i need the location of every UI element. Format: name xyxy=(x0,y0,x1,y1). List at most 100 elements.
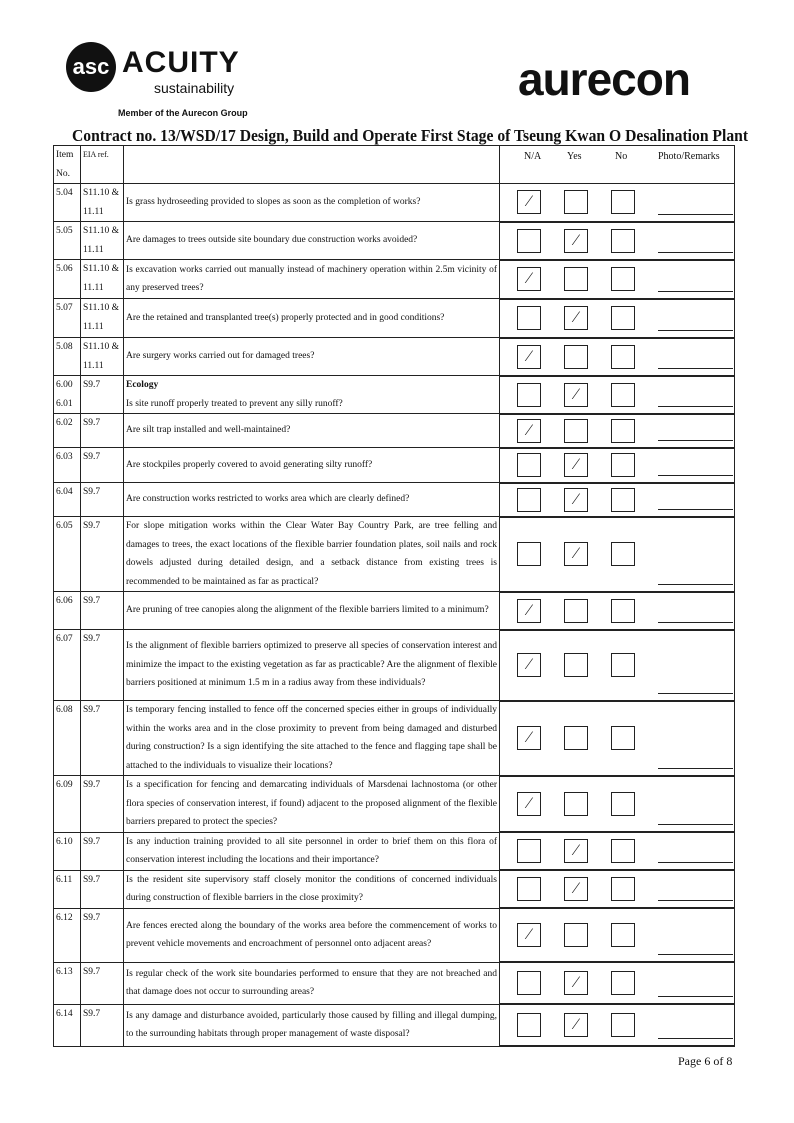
check-cell: ⁄ xyxy=(499,516,735,593)
remarks-line[interactable] xyxy=(658,439,733,441)
check-mark-icon: ⁄ xyxy=(574,309,578,326)
checkbox-yes[interactable] xyxy=(564,598,588,623)
item-question: Is any induction training provided to al… xyxy=(126,836,497,866)
remarks-line[interactable] xyxy=(658,583,733,585)
checkbox-na[interactable] xyxy=(517,877,541,901)
item-description: Is regular check of the work site bounda… xyxy=(123,961,500,1005)
checkbox-yes[interactable]: ⁄ xyxy=(564,306,588,330)
remarks-line[interactable] xyxy=(658,367,733,369)
check-cell: ⁄ xyxy=(499,591,735,631)
remarks-line[interactable] xyxy=(658,996,733,997)
checkbox-no[interactable] xyxy=(611,1013,635,1037)
check-cell: ⁄ xyxy=(499,298,735,339)
checkbox-na[interactable]: ⁄ xyxy=(517,418,541,443)
checkbox-na[interactable] xyxy=(517,1013,541,1037)
checkbox-na[interactable] xyxy=(517,228,541,253)
checkbox-yes[interactable]: ⁄ xyxy=(564,877,588,901)
remarks-line[interactable] xyxy=(658,621,733,623)
check-cell: ⁄ xyxy=(499,183,735,223)
remarks-line[interactable] xyxy=(658,213,733,215)
checkbox-na[interactable]: ⁄ xyxy=(517,923,541,947)
item-no: 6.03 xyxy=(53,447,81,483)
item-description: Is excavation works carried out manually… xyxy=(123,259,500,299)
check-mark-icon: ⁄ xyxy=(574,842,578,859)
checkbox-yes[interactable] xyxy=(564,726,588,750)
remarks-line[interactable] xyxy=(658,405,733,407)
checkbox-yes[interactable]: ⁄ xyxy=(564,971,588,995)
item-no: 6.13 xyxy=(53,961,81,1005)
item-description: Is temporary fencing installed to fence … xyxy=(123,700,500,776)
checkbox-no[interactable] xyxy=(611,542,635,566)
checkbox-na[interactable]: ⁄ xyxy=(517,726,541,750)
remarks-line[interactable] xyxy=(658,824,733,825)
check-cell: ⁄ xyxy=(499,337,735,377)
remarks-line[interactable] xyxy=(658,900,733,901)
checkbox-yes[interactable] xyxy=(564,923,588,947)
checkbox-yes[interactable]: ⁄ xyxy=(564,382,588,407)
checkbox-no[interactable] xyxy=(611,418,635,443)
checkbox-no[interactable] xyxy=(611,190,635,215)
item-question: Are silt trap installed and well-maintai… xyxy=(126,425,291,436)
remarks-line[interactable] xyxy=(658,767,733,769)
checkbox-no[interactable] xyxy=(611,344,635,369)
remarks-line[interactable] xyxy=(658,329,733,331)
checkbox-na[interactable] xyxy=(517,453,541,477)
checkbox-yes[interactable]: ⁄ xyxy=(564,228,588,253)
check-cell: ⁄ xyxy=(499,375,735,415)
table-row: 5.05 S11.10 & 11.11 Are damages to trees… xyxy=(53,221,735,261)
checkbox-yes[interactable]: ⁄ xyxy=(564,1013,588,1037)
checkbox-yes[interactable] xyxy=(564,267,588,291)
item-question: Are construction works restricted to wor… xyxy=(126,494,410,505)
check-mark-icon: ⁄ xyxy=(527,601,531,619)
checkbox-na[interactable]: ⁄ xyxy=(517,653,541,677)
checkbox-yes[interactable]: ⁄ xyxy=(564,487,588,512)
remarks-line[interactable] xyxy=(658,954,733,955)
checkbox-no[interactable] xyxy=(611,382,635,407)
checkbox-na[interactable] xyxy=(517,542,541,566)
remarks-line[interactable] xyxy=(658,862,733,863)
checkbox-na[interactable]: ⁄ xyxy=(517,344,541,369)
checkbox-na[interactable]: ⁄ xyxy=(517,190,541,215)
remarks-line[interactable] xyxy=(658,251,733,253)
table-row: 6.07 S9.7 Is the alignment of flexible b… xyxy=(53,629,735,702)
checkbox-yes[interactable]: ⁄ xyxy=(564,542,588,566)
checkbox-na[interactable]: ⁄ xyxy=(517,791,541,816)
remarks-line[interactable] xyxy=(658,1038,733,1039)
checkbox-no[interactable] xyxy=(611,306,635,330)
item-no: 6.06 xyxy=(53,591,81,630)
checkbox-no[interactable] xyxy=(611,487,635,512)
remarks-line[interactable] xyxy=(658,508,733,510)
checkbox-no[interactable] xyxy=(611,598,635,623)
checkbox-yes[interactable] xyxy=(564,653,588,677)
checkbox-no[interactable] xyxy=(611,877,635,901)
checkbox-no[interactable] xyxy=(611,971,635,995)
remarks-line[interactable] xyxy=(658,474,733,476)
checkbox-yes[interactable]: ⁄ xyxy=(564,453,588,477)
checkbox-no[interactable] xyxy=(611,791,635,816)
item-description: Is a specification for fencing and demar… xyxy=(123,775,500,833)
checkbox-no[interactable] xyxy=(611,923,635,947)
checkbox-na[interactable] xyxy=(517,971,541,995)
checkbox-na[interactable]: ⁄ xyxy=(517,598,541,623)
checkbox-yes[interactable] xyxy=(564,344,588,369)
checkbox-no[interactable] xyxy=(611,653,635,677)
checkbox-no[interactable] xyxy=(611,228,635,253)
checkbox-yes[interactable] xyxy=(564,418,588,443)
checkbox-no[interactable] xyxy=(611,453,635,477)
checkbox-na[interactable] xyxy=(517,839,541,863)
checkbox-yes[interactable]: ⁄ xyxy=(564,839,588,863)
checkbox-na[interactable] xyxy=(517,382,541,407)
checkbox-yes[interactable] xyxy=(564,791,588,816)
remarks-line[interactable] xyxy=(658,692,733,694)
checkbox-no[interactable] xyxy=(611,267,635,291)
table-row: 6.06 S9.7 Are pruning of tree canopies a… xyxy=(53,591,735,631)
checkbox-na[interactable] xyxy=(517,487,541,512)
checkbox-na[interactable] xyxy=(517,306,541,330)
checkbox-no[interactable] xyxy=(611,839,635,863)
remarks-line[interactable] xyxy=(658,290,733,292)
check-cell: ⁄ xyxy=(499,700,735,777)
checkbox-no[interactable] xyxy=(611,726,635,750)
checkbox-yes[interactable] xyxy=(564,190,588,215)
checkbox-na[interactable]: ⁄ xyxy=(517,267,541,291)
col-no: No xyxy=(615,151,628,162)
